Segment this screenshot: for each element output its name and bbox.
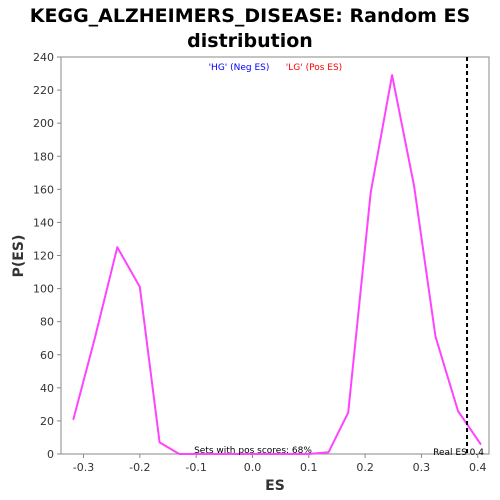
x-tick-label: 0.1 <box>300 461 318 474</box>
chart-title-line2: distribution <box>187 30 313 52</box>
x-axis-ticks: -0.3 -0.2 -0.1 0.0 0.1 0.2 0.3 0.4 <box>73 454 487 474</box>
y-tick-label: 200 <box>33 117 54 130</box>
chart-title-line1: KEGG_ALZHEIMERS_DISEASE: Random ES <box>30 5 470 27</box>
data-point <box>178 453 181 455</box>
data-point <box>138 286 141 288</box>
real-es-label: Real ES 0.4 <box>433 448 484 458</box>
y-tick-label: 0 <box>47 448 54 461</box>
y-tick-label: 80 <box>40 316 54 329</box>
data-point <box>347 411 350 414</box>
data-point <box>200 453 203 455</box>
x-tick-label: 0.2 <box>356 461 374 474</box>
data-point <box>223 453 226 455</box>
data-point <box>479 443 482 445</box>
x-tick-label: 0.4 <box>469 461 487 474</box>
y-tick-label: 60 <box>40 349 54 362</box>
pos-scores-annotation: Sets with pos scores: 68% <box>194 446 312 456</box>
y-tick-label: 220 <box>33 84 54 97</box>
data-point <box>434 335 437 338</box>
x-tick-label: -0.3 <box>73 461 94 474</box>
data-point <box>251 453 254 455</box>
x-axis-label: ES <box>265 478 285 494</box>
legend-entry-lg: 'LG' (Pos ES) <box>286 63 342 73</box>
data-point <box>327 451 330 454</box>
data-point <box>391 74 394 77</box>
y-tick-label: 140 <box>33 216 54 229</box>
data-point <box>279 453 282 455</box>
y-tick-label: 120 <box>33 250 54 263</box>
y-tick-label: 180 <box>33 150 54 163</box>
y-axis-label: P(ES) <box>11 235 27 278</box>
data-point <box>307 453 310 455</box>
x-tick-label: 0.0 <box>244 461 262 474</box>
y-tick-label: 100 <box>33 283 54 296</box>
data-point <box>158 441 161 444</box>
y-tick-label: 160 <box>33 183 54 196</box>
data-point <box>457 410 459 412</box>
data-point <box>413 185 415 187</box>
plot-area <box>60 56 490 455</box>
data-point <box>116 246 119 249</box>
y-tick-label: 40 <box>40 382 54 395</box>
y-axis-ticks: 0 20 40 60 80 100 120 140 160 180 200 220 240 <box>33 51 61 461</box>
data-point <box>93 337 96 340</box>
data-point <box>72 418 75 421</box>
y-tick-label: 240 <box>33 51 54 64</box>
data-point <box>369 191 372 194</box>
legend-entry-hg: 'HG' (Neg ES) <box>209 63 270 73</box>
x-tick-label: -0.1 <box>185 461 206 474</box>
series-layer <box>72 74 482 455</box>
x-tick-label: -0.2 <box>129 461 150 474</box>
y-tick-label: 20 <box>40 415 54 428</box>
x-tick-label: 0.3 <box>413 461 431 474</box>
